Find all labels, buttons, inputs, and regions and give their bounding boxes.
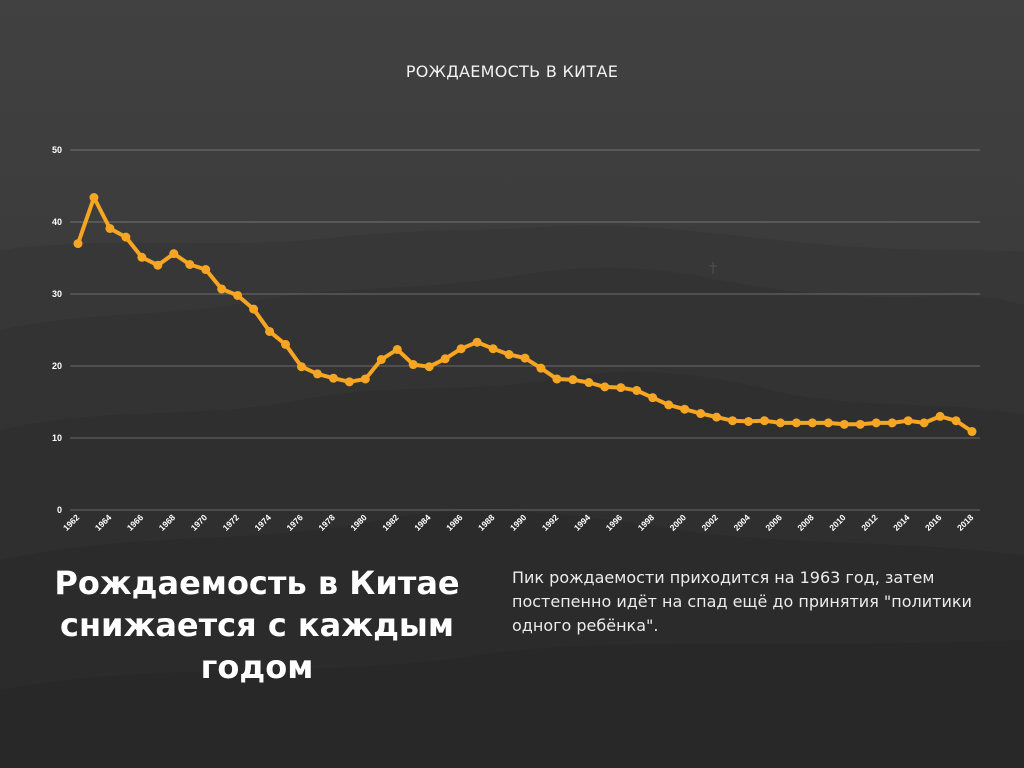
data-point bbox=[584, 378, 594, 388]
data-point bbox=[360, 374, 370, 384]
x-tick-label: 1972 bbox=[221, 512, 242, 533]
data-point bbox=[728, 416, 738, 426]
data-point bbox=[504, 349, 514, 359]
data-point bbox=[281, 339, 291, 349]
data-point bbox=[137, 252, 147, 262]
data-point bbox=[73, 239, 83, 249]
data-point bbox=[807, 418, 817, 428]
x-tick-label: 1990 bbox=[508, 512, 529, 533]
data-point bbox=[552, 374, 562, 384]
data-point bbox=[903, 416, 913, 426]
x-tick-label: 1998 bbox=[636, 512, 657, 533]
data-point bbox=[89, 193, 99, 203]
y-tick-label: 0 bbox=[57, 505, 62, 515]
data-point bbox=[664, 400, 674, 410]
x-tick-label: 1982 bbox=[380, 512, 401, 533]
x-tick-label: 2012 bbox=[859, 512, 880, 533]
data-point bbox=[440, 354, 450, 364]
series-line bbox=[76, 195, 974, 434]
data-point bbox=[456, 344, 466, 354]
data-point bbox=[648, 393, 658, 403]
x-tick-label: 2006 bbox=[763, 512, 784, 533]
data-point bbox=[201, 265, 211, 275]
y-tick-label: 20 bbox=[52, 361, 62, 371]
data-point bbox=[600, 382, 610, 392]
description: Пик рождаемости приходится на 1963 год, … bbox=[512, 568, 972, 635]
data-point bbox=[712, 412, 722, 422]
data-point bbox=[408, 360, 418, 370]
x-tick-label: 1994 bbox=[572, 512, 593, 533]
data-point bbox=[759, 416, 769, 426]
data-point bbox=[169, 249, 179, 259]
data-point bbox=[919, 418, 929, 428]
data-point bbox=[568, 375, 578, 385]
x-tick-label: 1962 bbox=[61, 512, 82, 533]
x-tick-label: 1984 bbox=[412, 512, 433, 533]
chart-title: РОЖДАЕМОСТЬ В КИТАЕ bbox=[405, 62, 619, 81]
data-point bbox=[488, 344, 498, 354]
x-tick-label: 2016 bbox=[923, 512, 944, 533]
data-point bbox=[823, 418, 833, 428]
data-point bbox=[392, 344, 402, 354]
x-tick-label: 2004 bbox=[731, 512, 752, 533]
data-point bbox=[855, 419, 865, 429]
data-point bbox=[217, 284, 227, 294]
x-tick-label: 1976 bbox=[284, 512, 305, 533]
data-point bbox=[121, 232, 131, 242]
x-tick-label: 1986 bbox=[444, 512, 465, 533]
x-tick-label: 1992 bbox=[540, 512, 561, 533]
data-point bbox=[967, 427, 977, 437]
data-point bbox=[424, 362, 434, 372]
data-point bbox=[105, 223, 115, 233]
data-point bbox=[887, 418, 897, 428]
data-point bbox=[951, 416, 961, 426]
data-point bbox=[520, 353, 530, 363]
x-tick-label: 2010 bbox=[827, 512, 848, 533]
x-tick-label: 1980 bbox=[348, 512, 369, 533]
data-point bbox=[775, 418, 785, 428]
headline: Рождаемость в Китае снижается с каждым г… bbox=[54, 564, 460, 686]
x-tick-label: 1978 bbox=[316, 512, 337, 533]
data-point bbox=[696, 409, 706, 419]
data-point bbox=[344, 377, 354, 387]
y-tick-label: 30 bbox=[52, 289, 62, 299]
x-tick-label: 2008 bbox=[795, 512, 816, 533]
data-point bbox=[791, 418, 801, 428]
x-tick-label: 1964 bbox=[93, 512, 114, 533]
data-point bbox=[616, 383, 626, 393]
data-point bbox=[536, 363, 546, 373]
x-tick-label: 1988 bbox=[476, 512, 497, 533]
line-chart: 0 10 20 30 40 50 1962 1964 1966 1968 1970 1972 1974… bbox=[52, 145, 980, 533]
x-tick-label: 2002 bbox=[700, 512, 721, 533]
x-tick-label: 1970 bbox=[189, 512, 210, 533]
x-tick-label: 1966 bbox=[125, 512, 146, 533]
data-point bbox=[680, 404, 690, 414]
x-tick-label: 1974 bbox=[253, 512, 274, 533]
data-point bbox=[744, 416, 753, 426]
data-point bbox=[312, 369, 322, 379]
x-tick-label: 1968 bbox=[157, 512, 178, 533]
x-tick-label: 2014 bbox=[891, 512, 912, 533]
data-point bbox=[871, 418, 881, 428]
data-point bbox=[935, 411, 945, 421]
x-tick-label: 2000 bbox=[668, 512, 689, 533]
data-point bbox=[153, 260, 163, 270]
y-tick-label: 50 bbox=[52, 145, 62, 155]
data-point bbox=[185, 259, 195, 269]
y-tick-label: 10 bbox=[52, 433, 62, 443]
x-tick-label: 1996 bbox=[604, 512, 625, 533]
x-tick-label: 2018 bbox=[955, 512, 976, 533]
data-point bbox=[376, 355, 386, 365]
data-point bbox=[472, 337, 482, 347]
data-point bbox=[297, 362, 306, 372]
data-point bbox=[839, 419, 849, 429]
y-tick-label: 40 bbox=[52, 217, 62, 227]
data-point bbox=[328, 373, 338, 383]
data-point bbox=[233, 290, 243, 300]
data-point bbox=[249, 304, 259, 314]
data-point bbox=[265, 326, 275, 336]
data-point bbox=[632, 385, 642, 395]
